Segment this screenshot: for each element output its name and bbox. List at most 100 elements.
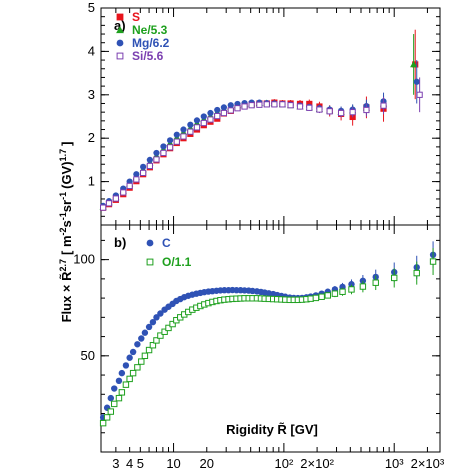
data-point (220, 104, 228, 111)
data-point (103, 414, 111, 421)
legend-label: Si/5.6 (132, 49, 164, 63)
data-point (372, 279, 379, 286)
data-point (227, 102, 234, 109)
data-point (193, 124, 201, 131)
y-tick-label: 2 (88, 130, 95, 145)
data-point (122, 381, 130, 388)
y-axis-title-sup: -1 (58, 192, 68, 200)
data-point (380, 102, 387, 109)
y-tick-label: 50 (81, 348, 95, 363)
data-point (207, 109, 214, 117)
y-axis-title-sup: -1 (58, 212, 68, 220)
series-c (99, 241, 437, 421)
data-point (348, 281, 355, 288)
data-point (248, 102, 255, 109)
y-axis-title-part: [ m (59, 235, 74, 255)
data-point (187, 128, 194, 135)
y-tick-label: 1 (88, 174, 95, 189)
legend-label: S (132, 10, 140, 24)
legend-label: Ne/5.3 (132, 23, 168, 37)
y-axis-title-sup: -2 (58, 227, 68, 235)
x-tick-label: 5 (137, 456, 144, 471)
y-tick-label: 5 (88, 0, 95, 15)
data-point (214, 106, 221, 114)
legend-marker (116, 52, 124, 60)
data-point (410, 60, 418, 68)
data-point (241, 103, 248, 110)
x-axis-title: Rigidity R̃ [GV] (226, 422, 318, 437)
y-tick-label: 100 (73, 252, 95, 267)
data-point (126, 182, 133, 190)
data-point (126, 354, 133, 361)
x-tick-label: 4 (126, 456, 133, 471)
data-point (166, 144, 174, 151)
data-point (180, 126, 187, 133)
data-point (173, 138, 180, 145)
data-point (115, 394, 123, 402)
y-axis-title-sup: 2.7 (58, 259, 68, 272)
data-point (271, 101, 278, 108)
legend-label: C (162, 236, 171, 250)
data-point (348, 286, 355, 293)
series-si-5-6 (100, 77, 423, 211)
data-point (99, 419, 107, 427)
x-tick-label: 2×10² (300, 456, 334, 471)
y-axis-title-part: s (59, 220, 74, 227)
series-o-1-1 (99, 248, 437, 427)
data-point (363, 106, 370, 114)
data-point (118, 389, 126, 396)
data-point (129, 369, 137, 377)
data-point (160, 149, 167, 157)
data-point (122, 362, 130, 369)
data-point (165, 324, 172, 332)
x-tick-label: 10² (274, 456, 293, 471)
y-axis-title-part: sr (59, 200, 74, 212)
data-point (133, 176, 140, 183)
data-point (111, 400, 118, 408)
data-point (153, 337, 160, 344)
data-point (416, 91, 423, 98)
y-tick-label: 3 (88, 87, 95, 102)
data-point (129, 348, 137, 356)
data-point (316, 106, 323, 113)
data-point (413, 78, 420, 85)
data-point (200, 119, 207, 127)
data-point (134, 364, 141, 371)
y-axis-title-sup: 1.7 (58, 149, 68, 162)
data-point (173, 131, 180, 138)
data-point (138, 358, 145, 365)
y-axis-title-part: Flux × R̃ (59, 271, 74, 323)
data-point (227, 107, 234, 114)
data-point (146, 156, 153, 163)
series-mg-6-2 (100, 60, 420, 210)
x-tick-label: 20 (200, 456, 214, 471)
data-point (126, 375, 133, 383)
data-point (118, 369, 126, 377)
legend-marker (116, 13, 124, 21)
data-point (107, 408, 115, 415)
data-point (220, 109, 228, 117)
data-point (287, 102, 294, 109)
data-point (153, 149, 160, 157)
data-point (105, 200, 113, 207)
legend-marker (116, 39, 124, 47)
data-point (337, 109, 345, 117)
data-point (413, 269, 420, 277)
data-point (134, 341, 141, 348)
data-point (296, 103, 304, 110)
data-point (324, 292, 331, 299)
data-point (193, 117, 201, 124)
y-axis-title: Flux × R̃2.7[ m-2s-1sr-1(GV)1.7] (58, 142, 74, 323)
x-tick-label: 3 (112, 456, 119, 471)
legend-label: Mg/6.2 (132, 36, 170, 50)
plot-frame (100, 224, 441, 453)
data-point (234, 105, 241, 112)
data-point (214, 112, 221, 120)
data-point (391, 274, 398, 282)
data-point (200, 113, 207, 120)
panel-a: a) 1 2 3 4 5 SNe/5.3Mg/6.2Si/5.6 (88, 0, 441, 226)
data-point (160, 143, 167, 150)
x-tick-label: 2×10³ (411, 456, 445, 471)
data-point (133, 171, 140, 178)
